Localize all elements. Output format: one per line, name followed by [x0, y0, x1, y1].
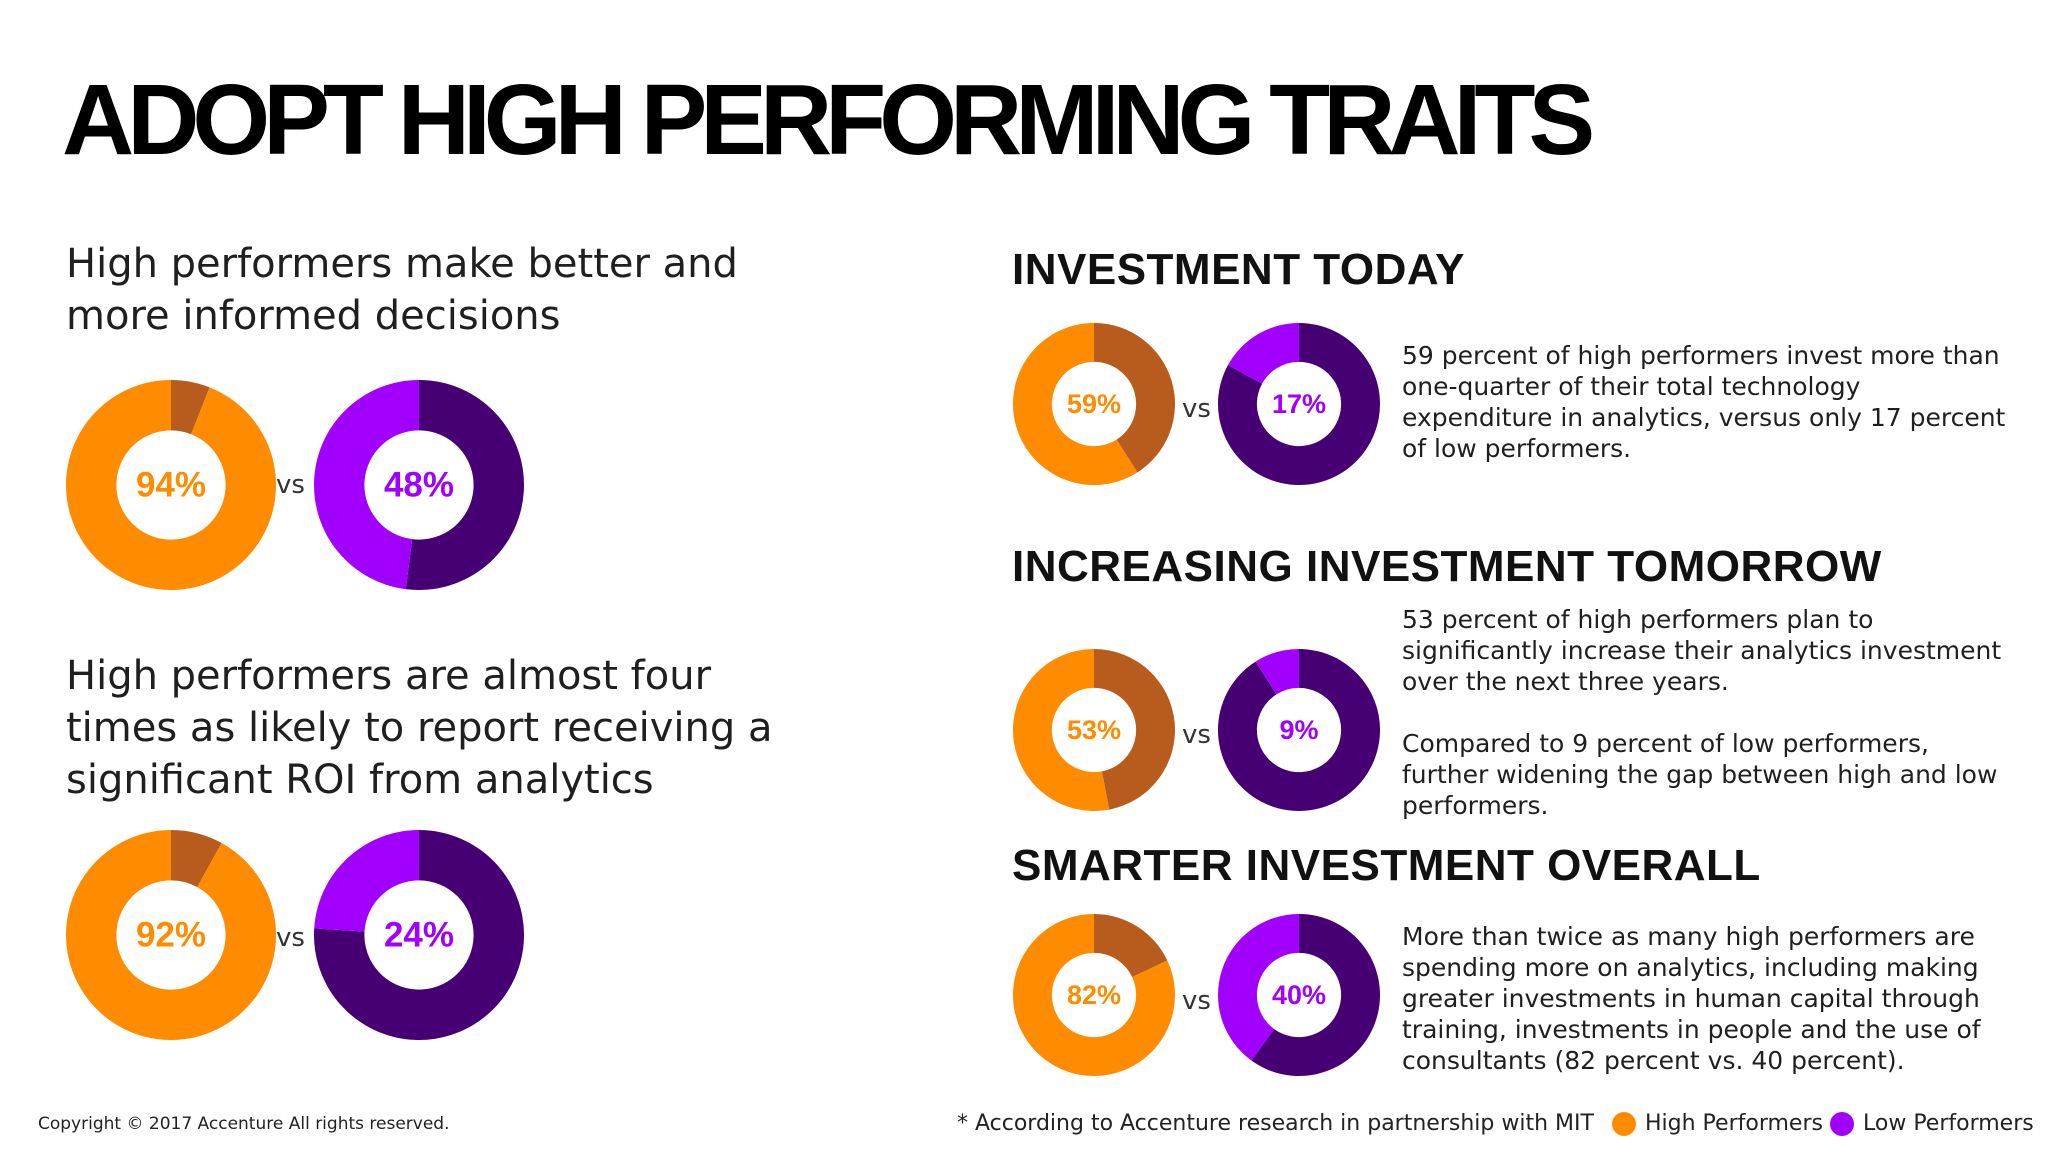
legend-item-low: Low Performers — [1830, 1111, 2034, 1136]
donut-value-label: 53% — [1067, 715, 1121, 745]
donut-slice-high-value — [1013, 323, 1138, 485]
tomorrow-text-2: Compared to 9 percent of low performers,… — [1402, 729, 1998, 820]
legend-label-high: High Performers — [1645, 1111, 1823, 1136]
donut-value-label: 59% — [1067, 389, 1121, 419]
legend-label-low: Low Performers — [1863, 1111, 2034, 1136]
donut-slice-high-value — [1013, 914, 1175, 1076]
donut-value-label: 94% — [136, 466, 206, 505]
donut-slice-low-value — [1228, 323, 1299, 384]
donut-value-label: 40% — [1272, 980, 1326, 1010]
vs-label: vs — [1182, 720, 1211, 750]
section-heading-overall: SMARTER INVESTMENT OVERALL — [1012, 841, 1761, 890]
donut-overall-high: 82% — [1013, 914, 1175, 1076]
donut-value-label: 17% — [1272, 389, 1326, 419]
donut-value-label: 92% — [136, 916, 206, 955]
donut-slice-high-rest — [1094, 323, 1175, 473]
donut-slice-low-rest — [1218, 323, 1380, 485]
donut-decisions-low: 48% — [314, 380, 524, 590]
donut-value-label: 82% — [1067, 980, 1121, 1010]
donut-value-label: 24% — [384, 916, 454, 955]
donut-slice-high-rest — [171, 830, 222, 888]
donut-slice-low-rest — [1218, 649, 1380, 811]
section-text-today: 59 percent of high performers invest mor… — [1402, 340, 2012, 464]
section-heading-tomorrow: INCREASING INVESTMENT TOMORROW — [1012, 542, 1882, 591]
today-text: 59 percent of high performers invest mor… — [1402, 341, 2006, 463]
donut-slice-low-value — [1255, 649, 1299, 695]
tomorrow-text-1: 53 percent of high performers plan to si… — [1402, 605, 2002, 696]
legend-swatch-low — [1830, 1111, 1854, 1136]
donut-slice-high-rest — [1094, 649, 1175, 810]
donut-slice-high-value — [1013, 649, 1110, 811]
left-heading-roi: High performers are almost four times as… — [66, 653, 773, 803]
donut-value-label: 9% — [1279, 715, 1318, 745]
donut-today-low: 17% — [1218, 323, 1380, 485]
donut-roi-low: 24% — [314, 830, 524, 1040]
donut-slice-high-rest — [171, 380, 210, 435]
copyright: Copyright © 2017 Accenture All rights re… — [38, 1114, 450, 1134]
donut-slice-high-value — [66, 380, 276, 590]
donut-today-high: 59% — [1013, 323, 1175, 485]
donut-slice-low-rest — [405, 380, 524, 590]
section-text-overall: More than twice as many high performers … — [1402, 921, 2012, 1076]
donut-slice-low-value — [314, 830, 419, 932]
section-text-tomorrow: 53 percent of high performers plan to si… — [1402, 604, 2012, 821]
donut-tomorrow-high: 53% — [1013, 649, 1175, 811]
donut-roi-high: 92% — [66, 830, 276, 1040]
vs-label: vs — [1182, 394, 1211, 424]
vs-label: vs — [276, 923, 305, 953]
donut-slice-high-value — [66, 830, 276, 1040]
donut-tomorrow-low: 9% — [1218, 649, 1380, 811]
section-heading-today: INVESTMENT TODAY — [1012, 245, 1465, 294]
donut-slice-high-rest — [1094, 914, 1168, 978]
left-heading-decisions: High performers make better and more inf… — [66, 241, 738, 339]
donut-overall-low: 40% — [1218, 914, 1380, 1076]
legend-swatch-high — [1612, 1111, 1636, 1136]
vs-label: vs — [1182, 986, 1211, 1016]
donut-slice-low-rest — [314, 830, 524, 1040]
page-title: ADOPT HIGH PERFORMING TRAITS — [62, 64, 1595, 176]
donut-slice-low-rest — [1251, 914, 1380, 1076]
donut-value-label: 48% — [384, 466, 454, 505]
vs-label: vs — [276, 470, 305, 500]
donut-slice-low-value — [314, 380, 419, 590]
legend-item-high: High Performers — [1612, 1111, 1823, 1136]
donut-slice-low-value — [1218, 914, 1299, 1061]
footnote: * According to Accenture research in par… — [957, 1111, 1594, 1136]
overall-text: More than twice as many high performers … — [1402, 922, 1981, 1075]
donut-decisions-high: 94% — [66, 380, 276, 590]
